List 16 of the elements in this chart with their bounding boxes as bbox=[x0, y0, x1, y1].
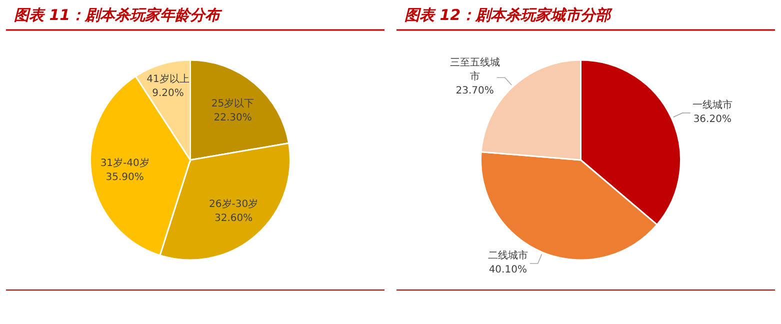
data-label: 22.30% bbox=[214, 112, 252, 124]
data-label: 36.20% bbox=[693, 114, 732, 125]
data-label: 9.20% bbox=[152, 88, 184, 100]
data-label: 35.90% bbox=[106, 172, 144, 183]
slice-label: 25岁以下 bbox=[211, 98, 254, 110]
slice-label: 一线城市 bbox=[692, 98, 732, 111]
slice-label: 26岁-30岁 bbox=[209, 198, 258, 210]
chart-title: 图表 12：剧本杀玩家城市分部 bbox=[404, 6, 613, 24]
data-label: 32.60% bbox=[214, 212, 253, 224]
slice-label: 三至五线城市 bbox=[450, 56, 500, 83]
slice-label: 二线城市 bbox=[488, 249, 528, 262]
slice-label: 41岁以上 bbox=[146, 73, 190, 86]
slice-label: 31岁-40岁 bbox=[100, 156, 150, 169]
chart-title: 图表 11：剧本杀玩家年龄分布 bbox=[14, 6, 224, 24]
data-label: 23.70% bbox=[456, 86, 494, 97]
data-label: 40.10% bbox=[488, 264, 527, 276]
